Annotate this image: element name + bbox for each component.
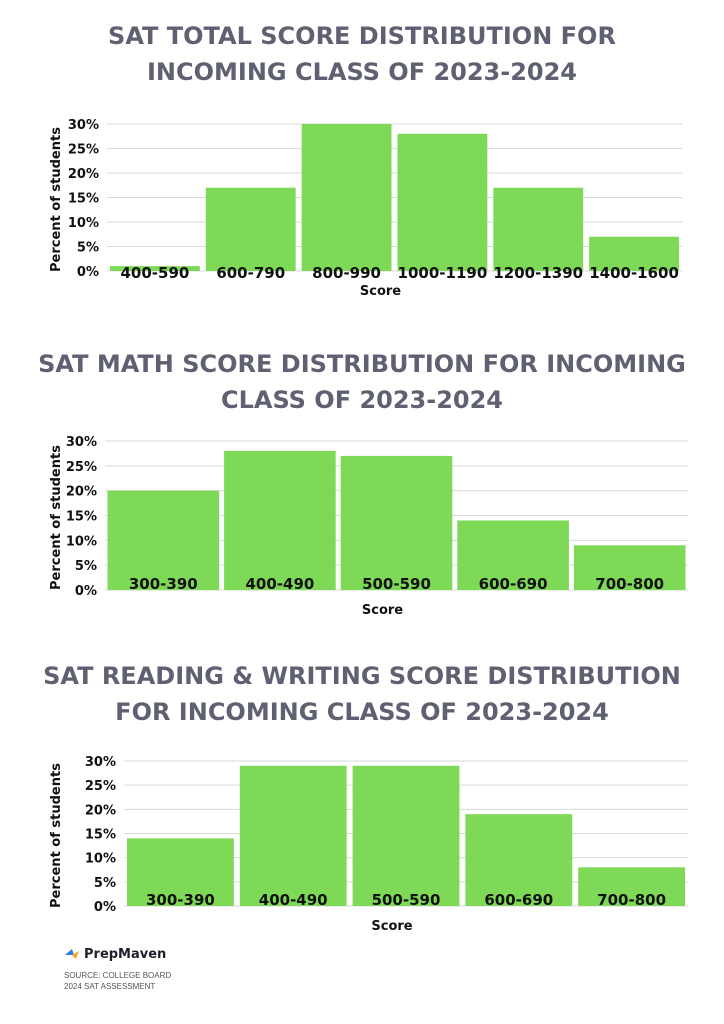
x-axis-title: Score (362, 603, 403, 618)
bar (340, 455, 453, 590)
y-tick-label: 15% (68, 192, 99, 207)
bar (589, 236, 679, 271)
y-tick-label: 5% (75, 559, 97, 574)
x-tick-label: 500-590 (362, 575, 431, 593)
bar (352, 765, 460, 906)
x-tick-label: 700-800 (597, 891, 666, 909)
x-tick-label: 500-590 (372, 891, 441, 909)
chart-title-line: FOR INCOMING CLASS OF 2023-2024 (115, 698, 609, 726)
bar (239, 765, 347, 906)
y-tick-label: 5% (94, 876, 116, 891)
chart-title-total: SAT TOTAL SCORE DISTRIBUTION FOR INCOMIN… (0, 18, 724, 90)
chart-title-line: SAT READING & WRITING SCORE DISTRIBUTION (43, 662, 681, 690)
y-tick-label: 5% (77, 241, 99, 256)
total-score-bar-chart: 0% 5% 10% 15% 20% 25% 30% 400-590 600-790 800-990… (49, 118, 682, 299)
y-tick-label: 10% (85, 852, 116, 867)
chart-title-line: INCOMING CLASS OF 2023-2024 (146, 58, 578, 86)
x-tick-label: 600-690 (479, 575, 548, 593)
chart-title-reading-writing: SAT READING & WRITING SCORE DISTRIBUTION… (0, 658, 724, 730)
source-note: SOURCE: COLLEGE BOARD 2024 SAT ASSESSMEN… (64, 970, 171, 992)
chart-title-line: SAT MATH SCORE DISTRIBUTION FOR INCOMING (38, 350, 686, 378)
y-axis-title: Percent of students (49, 127, 64, 272)
bar (457, 520, 569, 590)
chart-title-line: SAT TOTAL SCORE DISTRIBUTION FOR (108, 22, 616, 50)
bar (493, 187, 584, 271)
x-axis-title: Score (371, 919, 412, 934)
bar (205, 187, 296, 271)
bar (573, 545, 686, 590)
math-score-bar-chart: 0% 5% 10% 15% 20% 25% 30% 300-390 400-490 500-590… (49, 435, 688, 618)
bar (578, 867, 685, 906)
prepmaven-logo-icon (65, 949, 79, 959)
x-tick-label: 400-490 (245, 575, 314, 593)
reading-writing-score-bar-chart: 0% 5% 10% 15% 20% 25% 30% 300-390 400-490 500-590… (49, 755, 688, 934)
y-tick-label: 10% (66, 534, 97, 549)
x-tick-label: 700-800 (595, 575, 664, 593)
x-tick-label: 1000-1190 (398, 264, 488, 282)
y-tick-label: 0% (94, 900, 116, 915)
y-tick-label: 30% (66, 435, 97, 450)
x-tick-label: 600-790 (216, 264, 285, 282)
bar (107, 490, 220, 590)
y-tick-label: 25% (66, 460, 97, 475)
bar (465, 814, 573, 906)
chart-title-line: CLASS OF 2023-2024 (220, 386, 504, 414)
x-tick-label: 600-690 (484, 891, 553, 909)
y-axis-title: Percent of students (49, 445, 64, 590)
x-tick-label: 300-390 (146, 891, 215, 909)
bar (224, 450, 336, 590)
y-tick-label: 20% (66, 485, 97, 500)
x-tick-label: 400-590 (120, 264, 189, 282)
y-tick-label: 10% (68, 216, 99, 231)
x-tick-label: 800-990 (312, 264, 381, 282)
brand-name: PrepMaven (84, 946, 167, 962)
y-axis-title: Percent of students (49, 763, 64, 908)
x-tick-label: 400-490 (259, 891, 328, 909)
bar (127, 838, 234, 906)
bar (301, 124, 392, 271)
y-tick-label: 0% (77, 265, 99, 280)
bar (397, 133, 488, 271)
x-axis-title: Score (360, 284, 401, 299)
source-line: 2024 SAT ASSESSMENT (64, 982, 156, 991)
y-tick-label: 0% (75, 584, 97, 599)
y-tick-label: 25% (85, 779, 116, 794)
x-tick-label: 1400-1600 (589, 264, 679, 282)
y-tick-label: 20% (85, 803, 116, 818)
bar (110, 266, 200, 271)
y-tick-label: 20% (68, 167, 99, 182)
y-tick-label: 15% (85, 828, 116, 843)
y-tick-label: 30% (68, 118, 99, 133)
source-line: SOURCE: COLLEGE BOARD (64, 971, 172, 980)
y-tick-label: 15% (66, 510, 97, 525)
x-tick-label: 1200-1390 (493, 264, 583, 282)
brand: PrepMaven (64, 946, 166, 962)
y-tick-label: 30% (85, 755, 116, 770)
y-tick-label: 25% (68, 143, 99, 158)
chart-title-math: SAT MATH SCORE DISTRIBUTION FOR INCOMING… (0, 346, 724, 418)
x-tick-label: 300-390 (129, 575, 198, 593)
